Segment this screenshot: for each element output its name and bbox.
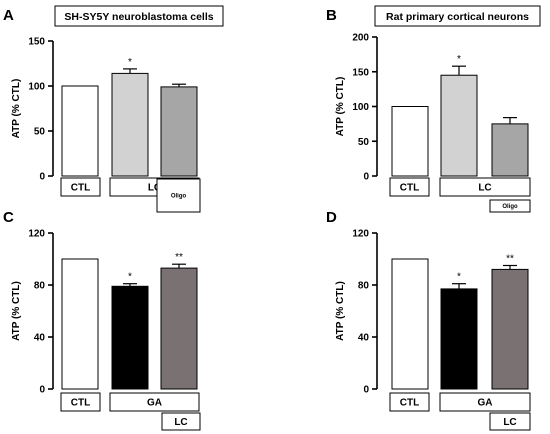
panel-b: B Rat primary cortical neurons 0 50 100 150 20… bbox=[326, 5, 541, 213]
condition-box bbox=[109, 392, 200, 412]
bar bbox=[111, 72, 149, 177]
bar bbox=[111, 285, 149, 390]
significance-mark: * bbox=[128, 57, 132, 68]
significance-mark: ** bbox=[175, 252, 183, 263]
bar bbox=[391, 106, 429, 177]
y-tick-label: 120 bbox=[28, 229, 45, 240]
bar bbox=[160, 86, 198, 177]
significance-mark: * bbox=[128, 272, 132, 283]
bar bbox=[440, 74, 478, 177]
y-tick-label: 40 bbox=[358, 333, 370, 344]
y-tick-label: 100 bbox=[352, 102, 369, 113]
condition-box bbox=[439, 392, 531, 412]
y-tick-label: 0 bbox=[39, 385, 45, 396]
y-tick-label: 80 bbox=[34, 281, 46, 292]
y-tick-label: 0 bbox=[363, 385, 369, 396]
significance-mark: ** bbox=[506, 254, 514, 265]
bar bbox=[440, 288, 478, 390]
y-tick-label: 50 bbox=[358, 137, 370, 148]
condition-label: CTL bbox=[400, 183, 419, 194]
condition-box-small bbox=[161, 412, 201, 431]
y-tick-label: 50 bbox=[34, 127, 46, 138]
condition-label: GA bbox=[478, 398, 493, 409]
condition-box bbox=[60, 177, 101, 197]
condition-label-small: LC bbox=[503, 417, 516, 428]
condition-label: CTL bbox=[400, 398, 419, 409]
y-tick-label: 120 bbox=[352, 229, 369, 240]
chart-title: Rat primary cortical neurons bbox=[386, 11, 529, 23]
y-tick-label: 150 bbox=[352, 67, 369, 78]
significance-mark: * bbox=[457, 54, 461, 65]
significance-mark: * bbox=[457, 272, 461, 283]
condition-box-small bbox=[489, 199, 531, 213]
y-axis-label: ATP (% CTL) bbox=[335, 77, 346, 137]
title-box bbox=[54, 5, 224, 27]
condition-label: LC bbox=[148, 183, 161, 194]
condition-label: CTL bbox=[71, 398, 90, 409]
condition-box bbox=[60, 392, 101, 412]
bar bbox=[61, 85, 99, 177]
condition-label-small: Oligo bbox=[171, 194, 187, 200]
panel-letter: A bbox=[3, 7, 14, 24]
bar bbox=[491, 123, 529, 177]
bar bbox=[391, 258, 429, 390]
condition-label-small: Oligo bbox=[502, 204, 518, 210]
y-tick-label: 40 bbox=[34, 333, 46, 344]
bar bbox=[491, 268, 529, 390]
y-tick-label: 80 bbox=[358, 281, 370, 292]
y-axis-label: ATP (% CTL) bbox=[11, 79, 22, 139]
condition-label: CTL bbox=[71, 183, 90, 194]
condition-label: LC bbox=[478, 183, 491, 194]
panel-letter: D bbox=[326, 209, 337, 226]
y-tick-label: 0 bbox=[363, 172, 369, 183]
condition-box-small bbox=[489, 412, 531, 431]
y-axis-label: ATP (% CTL) bbox=[11, 281, 22, 341]
chart-title: SH-SY5Y neuroblastoma cells bbox=[64, 11, 213, 23]
condition-box-small bbox=[156, 178, 201, 213]
bar bbox=[61, 258, 99, 390]
condition-label-small: LC bbox=[174, 417, 187, 428]
title-box bbox=[374, 5, 541, 27]
panel-letter: B bbox=[326, 7, 337, 24]
y-tick-label: 200 bbox=[352, 33, 369, 44]
condition-box bbox=[389, 177, 430, 197]
panel-letter: C bbox=[3, 209, 14, 226]
y-tick-label: 150 bbox=[28, 37, 45, 48]
y-tick-label: 0 bbox=[39, 172, 45, 183]
condition-label: GA bbox=[147, 398, 162, 409]
condition-box bbox=[389, 392, 430, 412]
y-axis-label: ATP (% CTL) bbox=[335, 281, 346, 341]
y-tick-label: 100 bbox=[28, 82, 45, 93]
condition-box bbox=[439, 177, 531, 197]
bar bbox=[160, 267, 198, 390]
panel-a: A SH-SY5Y neuroblastoma cells 0 50 100 150 ATP… bbox=[3, 5, 224, 213]
